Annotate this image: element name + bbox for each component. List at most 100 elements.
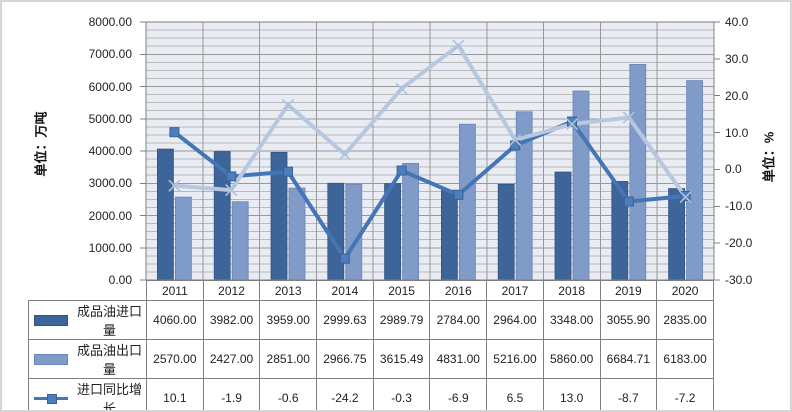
left-axis-tick-label: 8000.00 [88, 15, 132, 29]
table-cell: 6.5 [486, 378, 544, 410]
bar [458, 123, 476, 281]
bar [384, 183, 402, 281]
table-cell: -1.9 [202, 378, 261, 410]
year-header-cell: 2019 [599, 280, 658, 301]
right-axis-tick-label: 40.0 [725, 15, 749, 29]
table-cell: 10.1 [146, 378, 204, 410]
left-axis-tick-label: 1000.00 [88, 240, 132, 255]
year-header-cell: 2013 [259, 280, 318, 301]
square-marker-icon [623, 196, 634, 207]
table-cell: 3959.00 [259, 300, 318, 340]
table-cell: 4060.00 [146, 300, 204, 340]
table-cell: -8.7 [599, 378, 658, 410]
legend-cell: 成品油进口量 [28, 300, 147, 340]
square-marker-icon [396, 165, 407, 176]
table-cell: 2784.00 [429, 300, 488, 340]
x-marker-icon [168, 179, 181, 192]
table-cell: 2835.00 [656, 300, 714, 340]
bar [288, 187, 306, 281]
bar [629, 64, 647, 281]
bar [345, 183, 363, 281]
table-cell: 3055.90 [599, 300, 658, 340]
left-axis-title: 单位：万吨 [33, 111, 49, 177]
right-axis-tick-label: -20.0 [725, 236, 753, 251]
right-axis-tick-label: 0.0 [725, 162, 742, 177]
bar [402, 163, 420, 281]
x-marker-icon [565, 118, 579, 131]
year-header-cell: 2020 [656, 280, 714, 301]
square-marker-icon [226, 171, 237, 182]
x-marker-icon [225, 184, 238, 197]
bar [668, 188, 685, 281]
square-marker-icon [453, 189, 464, 200]
x-marker-icon [338, 148, 351, 161]
table-cell: 3348.00 [542, 300, 601, 340]
table-cell: 5860.00 [542, 339, 601, 379]
line-export-growth [172, 43, 688, 200]
year-header-cell: 2017 [486, 280, 544, 301]
legend-cell: 进口同比增长 [28, 378, 147, 410]
markers-export-growth [168, 39, 692, 204]
table-cell: 2570.00 [146, 339, 204, 379]
right-axis-tick-label: 30.0 [725, 51, 749, 66]
table-cell: 6183.00 [656, 339, 714, 379]
right-axis-tick-label: -30.0 [725, 273, 753, 287]
x-marker-icon [395, 82, 408, 95]
import-growth-line-swatch-icon [34, 392, 68, 404]
bar [686, 80, 703, 281]
bar [327, 182, 345, 281]
left-axis-tick-label: 5000.00 [88, 111, 132, 126]
square-marker-icon [339, 253, 350, 264]
table-cell: -0.6 [259, 378, 318, 410]
table-cell: 6684.71 [599, 339, 658, 379]
table-cell: 2989.79 [372, 300, 431, 340]
import-bar-swatch-icon [34, 314, 68, 326]
x-marker-icon [452, 39, 465, 52]
year-header-cell: 2011 [146, 280, 204, 301]
table-cell: 2851.00 [259, 339, 318, 379]
left-axis-tick-label: 2000.00 [88, 208, 132, 223]
right-axis-tick-label: 20.0 [725, 88, 749, 103]
x-marker-icon [679, 191, 692, 204]
legend-cell: 成品油出口量 [28, 339, 147, 379]
left-axis-tick-label: 4000.00 [88, 144, 132, 158]
table-cell: 2999.63 [316, 300, 374, 340]
table-cell: 4831.00 [429, 339, 488, 379]
axis-ticks [140, 21, 720, 281]
bar [156, 148, 174, 281]
table-cell: -7.2 [656, 378, 714, 410]
bars-import-series [156, 148, 685, 281]
left-axis-tick-label: 6000.00 [88, 79, 132, 94]
table-cell: -24.2 [316, 378, 374, 410]
left-axis-tick-label: 0.00 [108, 273, 132, 287]
x-marker-icon [622, 111, 635, 124]
x-marker-icon [509, 133, 522, 147]
year-header-cell: 2012 [202, 280, 261, 301]
legend-label: 成品油进口量 [76, 304, 142, 338]
right-axis-title: 单位：% [761, 131, 777, 183]
table-cell: -6.9 [429, 378, 488, 410]
table-cell: 2966.75 [316, 339, 374, 379]
bar [497, 184, 515, 281]
line-import-growth [172, 119, 688, 261]
table-cell: 3615.49 [372, 339, 431, 379]
legend-label: 成品油出口量 [76, 343, 142, 377]
square-marker-icon [169, 127, 180, 138]
left-axis-tick-label: 3000.00 [88, 176, 132, 191]
year-header-cell: 2016 [429, 280, 488, 301]
left-axis-tick-label: 7000.00 [88, 47, 132, 62]
square-marker-icon [567, 116, 577, 127]
table-cell: 2964.00 [486, 300, 544, 340]
bar [174, 196, 192, 281]
table-cell: 2427.00 [202, 339, 261, 379]
right-axis-tick-label: -10.0 [725, 199, 753, 214]
bar [231, 201, 249, 281]
year-header-cell: 2014 [316, 280, 374, 301]
table-cell: -0.3 [372, 378, 431, 410]
bar [554, 171, 572, 281]
right-axis-tick-label: 10.0 [725, 125, 749, 140]
square-marker-icon [283, 166, 293, 177]
export-bar-swatch-icon [34, 353, 68, 365]
table-corner [29, 281, 147, 301]
